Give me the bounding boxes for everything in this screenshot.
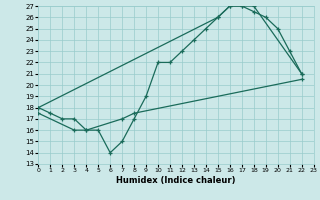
X-axis label: Humidex (Indice chaleur): Humidex (Indice chaleur) — [116, 176, 236, 185]
